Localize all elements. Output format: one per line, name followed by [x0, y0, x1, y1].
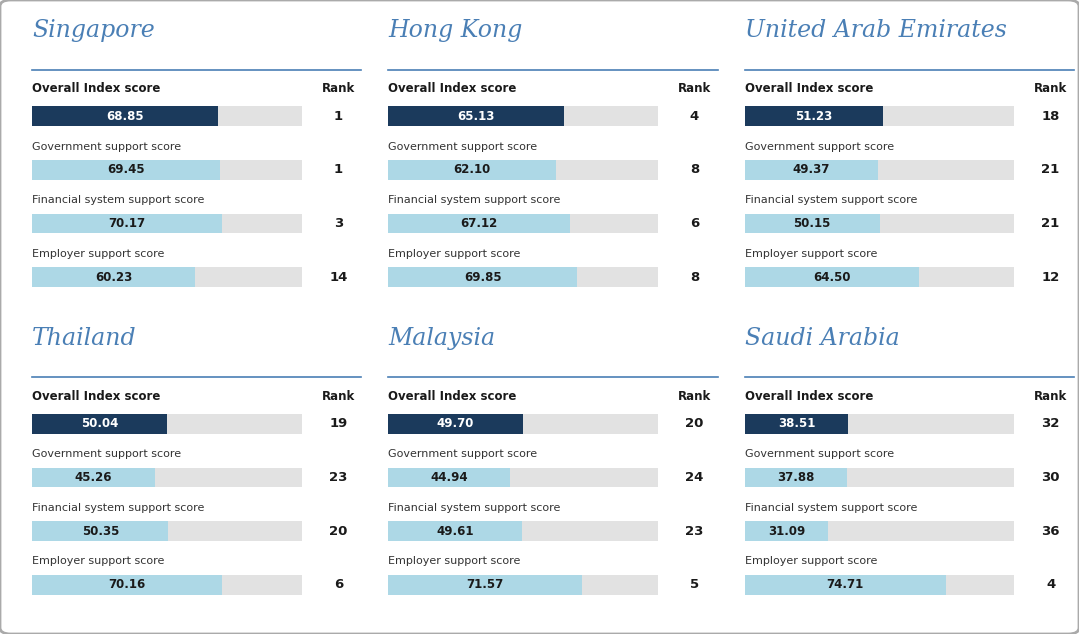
- Text: 69.85: 69.85: [464, 271, 502, 283]
- Text: 64.50: 64.50: [812, 271, 850, 283]
- Text: 31.09: 31.09: [768, 524, 805, 538]
- Bar: [745, 575, 946, 595]
- Bar: [32, 214, 221, 233]
- Bar: [32, 214, 302, 233]
- Text: 49.61: 49.61: [437, 524, 474, 538]
- Bar: [745, 160, 1014, 180]
- Text: 1: 1: [333, 110, 343, 123]
- Bar: [32, 160, 302, 180]
- Text: 50.04: 50.04: [81, 417, 119, 430]
- Text: Rank: Rank: [1034, 390, 1067, 403]
- Text: Government support score: Government support score: [745, 142, 893, 152]
- Text: 8: 8: [689, 271, 699, 283]
- Text: Rank: Rank: [678, 82, 711, 96]
- Bar: [388, 214, 570, 233]
- Text: Government support score: Government support score: [32, 450, 181, 459]
- Text: 4: 4: [689, 110, 699, 123]
- Text: 62.10: 62.10: [453, 164, 491, 176]
- Text: 69.45: 69.45: [107, 164, 145, 176]
- Text: Overall Index score: Overall Index score: [388, 82, 517, 96]
- Bar: [745, 107, 883, 126]
- Bar: [745, 575, 1014, 595]
- Text: Overall Index score: Overall Index score: [388, 390, 517, 403]
- Text: 36: 36: [1041, 524, 1060, 538]
- Bar: [32, 414, 302, 434]
- Bar: [388, 521, 522, 541]
- Bar: [388, 268, 577, 287]
- Bar: [745, 214, 1014, 233]
- Text: Employer support score: Employer support score: [32, 557, 165, 566]
- Bar: [32, 575, 302, 595]
- Text: Overall Index score: Overall Index score: [745, 82, 873, 96]
- Bar: [388, 468, 509, 488]
- Text: 6: 6: [333, 578, 343, 591]
- Bar: [388, 160, 658, 180]
- Text: Financial system support score: Financial system support score: [745, 503, 917, 513]
- Bar: [745, 414, 1014, 434]
- Bar: [32, 468, 154, 488]
- Text: 23: 23: [329, 471, 347, 484]
- Bar: [32, 575, 221, 595]
- Text: 1: 1: [333, 164, 343, 176]
- Text: Rank: Rank: [678, 390, 711, 403]
- Text: 60.23: 60.23: [95, 271, 133, 283]
- Text: Hong Kong: Hong Kong: [388, 19, 523, 42]
- Text: 20: 20: [329, 524, 347, 538]
- Text: 67.12: 67.12: [461, 217, 497, 230]
- Text: 68.85: 68.85: [107, 110, 145, 123]
- Text: Employer support score: Employer support score: [388, 557, 521, 566]
- Text: Government support score: Government support score: [32, 142, 181, 152]
- Text: Financial system support score: Financial system support score: [32, 503, 205, 513]
- Text: 8: 8: [689, 164, 699, 176]
- Bar: [32, 468, 302, 488]
- Bar: [388, 107, 658, 126]
- Text: 6: 6: [689, 217, 699, 230]
- Text: Employer support score: Employer support score: [388, 249, 521, 259]
- Bar: [388, 268, 658, 287]
- Text: 20: 20: [685, 417, 704, 430]
- Text: 49.70: 49.70: [437, 417, 474, 430]
- Text: 44.94: 44.94: [431, 471, 468, 484]
- Text: 51.23: 51.23: [795, 110, 832, 123]
- Text: Rank: Rank: [322, 390, 355, 403]
- Text: 37.88: 37.88: [777, 471, 815, 484]
- Text: Government support score: Government support score: [388, 450, 537, 459]
- Text: 19: 19: [329, 417, 347, 430]
- Bar: [745, 414, 848, 434]
- Text: Singapore: Singapore: [32, 19, 155, 42]
- Bar: [745, 468, 1014, 488]
- Text: 32: 32: [1041, 417, 1060, 430]
- Bar: [32, 107, 302, 126]
- Text: Financial system support score: Financial system support score: [32, 195, 205, 205]
- Bar: [388, 160, 556, 180]
- Bar: [388, 521, 658, 541]
- Text: 70.17: 70.17: [109, 217, 146, 230]
- Bar: [745, 268, 918, 287]
- Text: 50.35: 50.35: [82, 524, 119, 538]
- Text: Employer support score: Employer support score: [32, 249, 165, 259]
- Text: 71.57: 71.57: [466, 578, 504, 591]
- Text: Financial system support score: Financial system support score: [745, 195, 917, 205]
- Bar: [388, 575, 582, 595]
- Text: 12: 12: [1041, 271, 1060, 283]
- Text: 21: 21: [1041, 164, 1060, 176]
- Text: Financial system support score: Financial system support score: [388, 503, 561, 513]
- Bar: [388, 214, 658, 233]
- Text: 24: 24: [685, 471, 704, 484]
- Text: Rank: Rank: [1034, 82, 1067, 96]
- Bar: [388, 575, 658, 595]
- Text: 50.15: 50.15: [793, 217, 831, 230]
- Text: 14: 14: [329, 271, 347, 283]
- Text: 21: 21: [1041, 217, 1060, 230]
- Text: Overall Index score: Overall Index score: [745, 390, 873, 403]
- Bar: [745, 160, 877, 180]
- Text: Malaysia: Malaysia: [388, 327, 495, 349]
- Text: 65.13: 65.13: [457, 110, 495, 123]
- Bar: [745, 214, 879, 233]
- Text: Financial system support score: Financial system support score: [388, 195, 561, 205]
- Text: 38.51: 38.51: [778, 417, 815, 430]
- Bar: [745, 268, 1014, 287]
- Bar: [32, 268, 302, 287]
- Text: 4: 4: [1046, 578, 1055, 591]
